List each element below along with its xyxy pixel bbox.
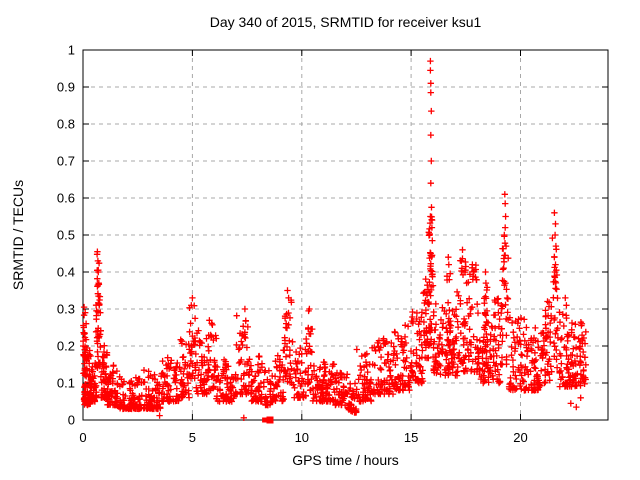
- chart-title: Day 340 of 2015, SRMTID for receiver ksu…: [209, 14, 482, 30]
- y-tick-labels: 0 0.1 0.2 0.3 0.4 0.5 0.6 0.7 0.8 0.9 1: [57, 43, 75, 428]
- y-tick-label: 0.4: [57, 265, 75, 280]
- x-tick-label: 20: [513, 430, 527, 445]
- x-tick-labels: 0 5 10 15 20: [79, 430, 527, 445]
- x-tick-label: 10: [295, 430, 309, 445]
- y-tick-label: 0.8: [57, 117, 75, 132]
- y-tick-label: 0.3: [57, 302, 75, 317]
- x-tick-label: 15: [404, 430, 418, 445]
- y-tick-label: 0: [68, 413, 75, 428]
- scatter-points: [80, 57, 589, 421]
- x-axis-label: GPS time / hours: [292, 452, 399, 468]
- y-tick-label: 0.6: [57, 191, 75, 206]
- zero-value-markers: [262, 416, 274, 424]
- y-tick-label: 0.5: [57, 228, 75, 243]
- x-tick-label: 5: [189, 430, 196, 445]
- x-tick-label: 0: [79, 430, 86, 445]
- y-tick-label: 0.1: [57, 376, 75, 391]
- tick-marks: [82, 49, 608, 421]
- y-tick-label: 0.7: [57, 154, 75, 169]
- y-tick-label: 0.2: [57, 339, 75, 354]
- y-tick-label: 1: [68, 43, 75, 58]
- plot-border: [82, 49, 609, 421]
- gridlines: [83, 50, 608, 420]
- y-tick-label: 0.9: [57, 80, 75, 95]
